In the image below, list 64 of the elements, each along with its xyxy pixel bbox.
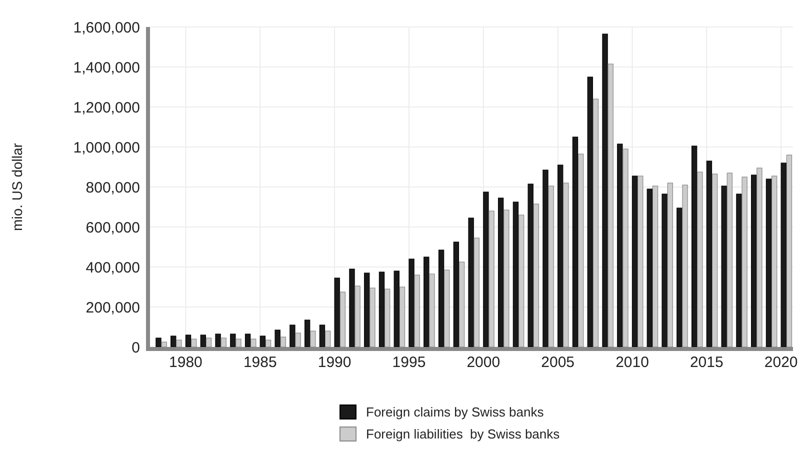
bar — [498, 198, 504, 348]
bar — [334, 278, 340, 348]
bar — [215, 334, 221, 348]
bar — [468, 218, 474, 348]
bar — [274, 330, 280, 348]
x-tick-label: 2020 — [764, 354, 798, 371]
bar — [364, 272, 370, 348]
y-tick-label: 1,600,000 — [73, 19, 140, 36]
bar — [558, 164, 564, 348]
x-tick-label: 1985 — [243, 354, 277, 371]
bar — [424, 256, 430, 348]
bar — [408, 258, 414, 348]
bar — [378, 272, 385, 348]
bar — [438, 250, 444, 348]
bar — [736, 194, 742, 348]
bar — [170, 336, 176, 348]
x-tick-label: 2000 — [466, 354, 500, 371]
x-tick-label: 1990 — [318, 354, 352, 371]
y-tick-label: 1,000,000 — [73, 139, 140, 156]
y-tick-label: 800,000 — [86, 179, 140, 196]
x-tick-label: 2010 — [616, 354, 649, 371]
bar — [290, 324, 296, 348]
bar — [156, 338, 162, 348]
bar — [572, 136, 578, 348]
bar — [587, 76, 593, 348]
bar — [528, 184, 534, 348]
bar — [319, 324, 326, 348]
bar — [676, 208, 682, 348]
x-tick-label: 1980 — [169, 354, 202, 371]
x-tick-label: 2005 — [541, 354, 575, 371]
bar — [721, 186, 727, 348]
bar — [483, 192, 489, 348]
y-tick-label: 600,000 — [86, 219, 140, 236]
bar — [780, 162, 786, 348]
y-tick-label: 200,000 — [86, 299, 140, 316]
bar — [691, 146, 698, 348]
x-tick-label: 1995 — [392, 354, 426, 371]
bar — [751, 174, 757, 348]
y-tick-label: 1,200,000 — [73, 99, 140, 116]
y-tick-label: 400,000 — [86, 259, 140, 276]
bar — [662, 194, 668, 348]
bar — [646, 188, 653, 348]
bar — [766, 178, 772, 348]
legend-label: Foreign liabilities by Swiss banks — [366, 426, 560, 442]
y-tick-label: 0 — [132, 339, 140, 356]
bar — [617, 144, 623, 348]
bar — [230, 334, 236, 348]
bar — [244, 334, 251, 348]
bar — [304, 320, 310, 348]
bar — [706, 160, 712, 348]
bar — [602, 34, 608, 348]
y-tick-label: 1,400,000 — [73, 59, 140, 76]
y-axis-title: mio. US dollar — [9, 142, 25, 231]
bar — [453, 242, 460, 348]
bar — [542, 170, 548, 348]
legend-label: Foreign claims by Swiss banks — [366, 404, 544, 420]
bar — [200, 334, 206, 348]
bar — [632, 176, 638, 348]
bar — [349, 268, 355, 348]
bar — [512, 202, 519, 348]
bar — [185, 334, 192, 348]
bar — [260, 336, 266, 348]
x-tick-label: 2015 — [690, 354, 724, 371]
bar — [394, 270, 400, 348]
